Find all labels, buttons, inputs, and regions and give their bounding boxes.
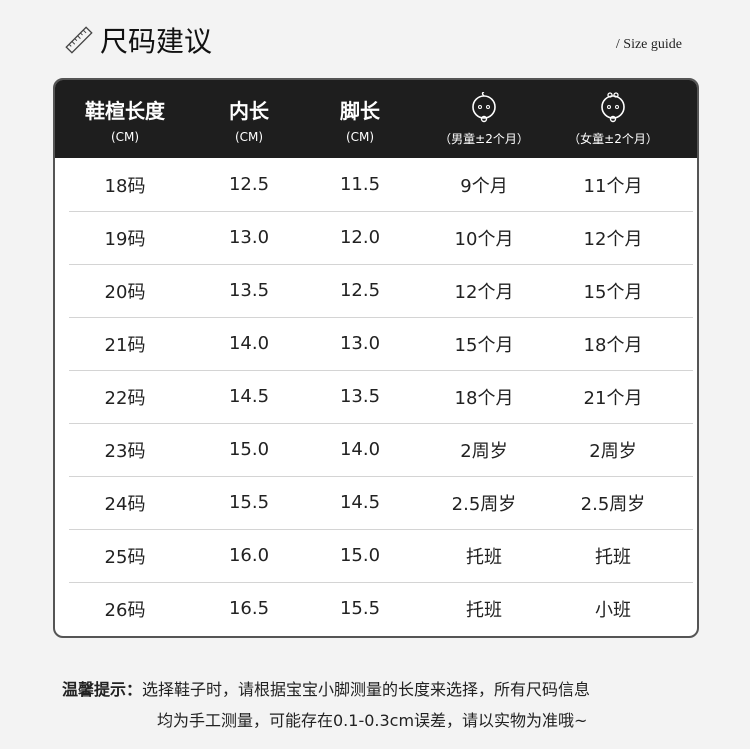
row-divider [69,423,693,424]
header-label: 鞋楦长度 [85,98,165,123]
table-cell: 18码 [104,175,146,197]
table-row: 23码 15.0 14.0 2周岁 2周岁 [55,423,697,476]
table-cell: 18个月 [454,387,514,409]
table-cell: 12.5 [228,174,270,195]
table-row: 26码 16.5 15.5 托班 小班 [55,582,697,635]
table-cell: 托班 [466,546,502,568]
header-unit: （男童±2个月） [439,131,529,146]
table-cell: 15个月 [454,334,514,356]
table-row: 22码 14.5 13.5 18个月 21个月 [55,370,697,423]
table-cell: 23码 [104,440,146,462]
header-unit: (CM) [345,129,375,144]
header-unit: (CM) [234,129,264,144]
table-cell: 15.0 [228,439,270,460]
row-divider [69,264,693,265]
table-body: 18码 12.5 11.5 9个月 11个月 19码 13.0 12.0 10个月 12个月 20码… [55,158,697,635]
table-cell: 15个月 [583,281,643,303]
table-cell: 14.5 [339,492,381,513]
row-divider [69,529,693,530]
table-cell: 13.5 [228,280,270,301]
row-divider [69,582,693,583]
table-cell: 16.0 [228,545,270,566]
table-row: 24码 15.5 14.5 2.5周岁 2.5周岁 [55,476,697,529]
column-header: 鞋楦长度 (CM) [55,80,195,158]
table-cell: 20码 [104,281,146,303]
header-label: 内长 [229,98,269,123]
table-cell: 13.0 [228,227,270,248]
table-row: 20码 13.5 12.5 12个月 15个月 [55,264,697,317]
table-cell: 12.5 [339,280,381,301]
header-label: 脚长 [340,98,380,123]
table-cell: 14.0 [228,333,270,354]
table-cell: 11个月 [583,175,643,197]
table-cell: 25码 [104,546,146,568]
table-cell: 12.0 [339,227,381,248]
table-cell: 19码 [104,228,146,250]
table-cell: 2.5周岁 [451,493,517,515]
table-cell: 15.5 [339,598,381,619]
table-header: 鞋楦长度 (CM) 内长 (CM) 脚长 (CM) （男童±2个月） （女童±2个月） [55,80,697,158]
table-cell: 2周岁 [460,440,508,462]
column-header: （女童±2个月） [551,80,675,158]
table-cell: 12个月 [454,281,514,303]
table-cell: 14.5 [228,386,270,407]
tip-line-1: 选择鞋子时，请根据宝宝小脚测量的长度来选择，所有尺码信息 [142,680,591,699]
table-row: 21码 14.0 13.0 15个月 18个月 [55,317,697,370]
table-cell: 9个月 [460,175,508,197]
table-cell: 26码 [104,599,146,621]
table-cell: 22码 [104,387,146,409]
column-header: （男童±2个月） [417,80,551,158]
table-cell: 13.0 [339,333,381,354]
column-header: 脚长 (CM) [303,80,417,158]
table-cell: 托班 [595,546,631,568]
table-cell: 21码 [104,334,146,356]
table-cell: 18个月 [583,334,643,356]
tip-text: 温馨提示：选择鞋子时，请根据宝宝小脚测量的长度来选择，所有尺码信息 均为手工测量… [62,674,590,736]
baby-boy-icon [472,91,496,122]
table-cell: 16.5 [228,598,270,619]
table-cell: 12个月 [583,228,643,250]
table-cell: 托班 [466,599,502,621]
ruler-icon [65,26,93,54]
row-divider [69,476,693,477]
table-cell: 15.0 [339,545,381,566]
tip-label: 温馨提示： [62,680,143,699]
page-title: 尺码建议 [64,20,212,60]
baby-girl-icon [601,91,625,122]
table-cell: 21个月 [583,387,643,409]
table-cell: 14.0 [339,439,381,460]
header-unit: (CM) [110,129,140,144]
table-cell: 24码 [104,493,146,515]
table-cell: 11.5 [339,174,381,195]
table-row: 18码 12.5 11.5 9个月 11个月 [55,158,697,211]
table-cell: 10个月 [454,228,514,250]
table-cell: 2.5周岁 [580,493,646,515]
table-row: 19码 13.0 12.0 10个月 12个月 [55,211,697,264]
table-cell: 小班 [595,599,631,621]
header-unit: （女童±2个月） [568,131,658,146]
table-cell: 2周岁 [589,440,637,462]
size-table: 鞋楦长度 (CM) 内长 (CM) 脚长 (CM) （男童±2个月） （女童±2个月）… [53,78,699,638]
row-divider [69,370,693,371]
table-cell: 13.5 [339,386,381,407]
subtitle: / Size guide [615,37,682,52]
tip-line-2: 均为手工测量，可能存在0.1-0.3cm误差，请以实物为准哦~ [157,711,588,730]
row-divider [69,211,693,212]
row-divider [69,317,693,318]
table-row: 25码 16.0 15.0 托班 托班 [55,529,697,582]
table-cell: 15.5 [228,492,270,513]
title-text: 尺码建议 [100,25,213,58]
column-header: 内长 (CM) [195,80,303,158]
